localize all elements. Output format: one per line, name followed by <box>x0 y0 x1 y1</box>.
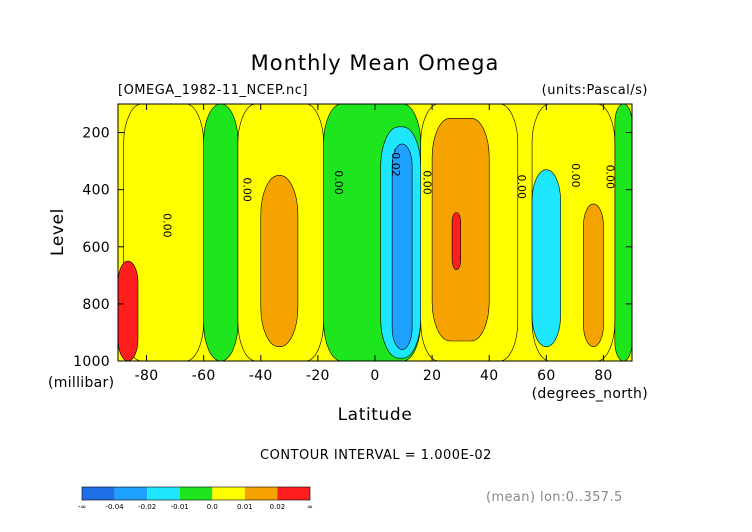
y-tick-label: 600 <box>82 240 110 256</box>
x-unit-label: (degrees_north) <box>532 386 648 402</box>
colorbar-swatch-light_blue <box>114 487 148 500</box>
contour-label: 0.00 <box>569 163 582 188</box>
y-axis: 200 400 600 800 1000 <box>73 126 632 370</box>
colorbar-label: -0.02 <box>138 503 156 511</box>
x-tick-label: -80 <box>135 368 159 384</box>
contour-region-cyan <box>531 169 561 348</box>
contour-region-red <box>118 260 139 361</box>
contour-region-yellow <box>123 104 204 361</box>
units-label: (units:Pascal/s) <box>542 83 648 98</box>
colorbar-swatch-orange <box>244 487 278 500</box>
colorbar-label: -∞ <box>78 503 86 511</box>
colorbar-swatch-green <box>179 487 213 500</box>
contour-region-orange <box>260 175 299 348</box>
colorbar-swatch-blue <box>82 487 115 500</box>
y-tick-label: 400 <box>82 183 110 199</box>
contour-region-orange <box>583 203 604 348</box>
x-tick-label: 20 <box>423 368 441 384</box>
colorbar-label: -0.04 <box>106 503 125 511</box>
x-tick-label: -20 <box>306 368 330 384</box>
contour-interval-label: CONTOUR INTERVAL = 1.000E-02 <box>260 448 492 463</box>
y-tick-label: 200 <box>82 126 110 142</box>
contour-region-green <box>203 104 239 361</box>
x-tick-label: 80 <box>594 368 612 384</box>
x-tick-label: 60 <box>537 368 555 384</box>
colorbar-label: 0.01 <box>237 503 253 511</box>
colorbar-frame <box>81 486 311 501</box>
x-tick-label: 40 <box>480 368 498 384</box>
chart-title: Monthly Mean Omega <box>251 51 500 75</box>
colorbar-label: 0.0 <box>207 503 218 511</box>
colorbar-label: 0.02 <box>270 503 286 511</box>
colorbar-label: ∞ <box>307 503 313 511</box>
contour-label: 0.00 <box>515 175 528 200</box>
contour-label: 0.00 <box>421 170 434 195</box>
colorbar: -∞ -0.04 -0.02 -0.01 0.0 0.01 0.02 ∞ <box>78 486 313 511</box>
y-axis-title: Level <box>48 208 68 256</box>
colorbar-swatch-red <box>277 487 310 500</box>
contour-fills <box>118 104 632 361</box>
contour-labels: 0.00 0.00 0.00 -0.02 0.00 0.00 0.00 0.00 <box>161 148 617 237</box>
y-unit-label: (millibar) <box>48 375 114 391</box>
x-tick-label: -60 <box>192 368 216 384</box>
y-tick-label: 800 <box>82 297 110 313</box>
x-tick-label: 0 <box>370 368 379 384</box>
contour-label: 0.00 <box>332 170 345 195</box>
colorbar-swatch-cyan <box>147 487 180 500</box>
contour-label: 0.00 <box>161 213 174 238</box>
colorbar-label: -0.01 <box>171 503 189 511</box>
colorbar-swatch-yellow <box>212 487 245 500</box>
contour-label: -0.02 <box>389 148 402 176</box>
plot-area: 0.00 0.00 0.00 -0.02 0.00 0.00 0.00 0.00 <box>117 103 633 362</box>
y-tick-label: 1000 <box>73 354 110 370</box>
x-axis: -80 -60 -40 -20 0 20 40 60 80 <box>135 104 612 384</box>
contour-region-green <box>614 104 632 361</box>
footer-note: (mean) lon:0..357.5 <box>486 490 623 505</box>
contour-label: 0.00 <box>241 177 254 202</box>
contour-label: 0.00 <box>603 165 616 190</box>
x-tick-label: -40 <box>249 368 273 384</box>
contour-region-red <box>451 212 461 270</box>
x-axis-title: Latitude <box>338 405 413 425</box>
contour-region-light_blue <box>391 143 413 350</box>
file-label: [OMEGA_1982-11_NCEP.nc] <box>118 83 308 98</box>
